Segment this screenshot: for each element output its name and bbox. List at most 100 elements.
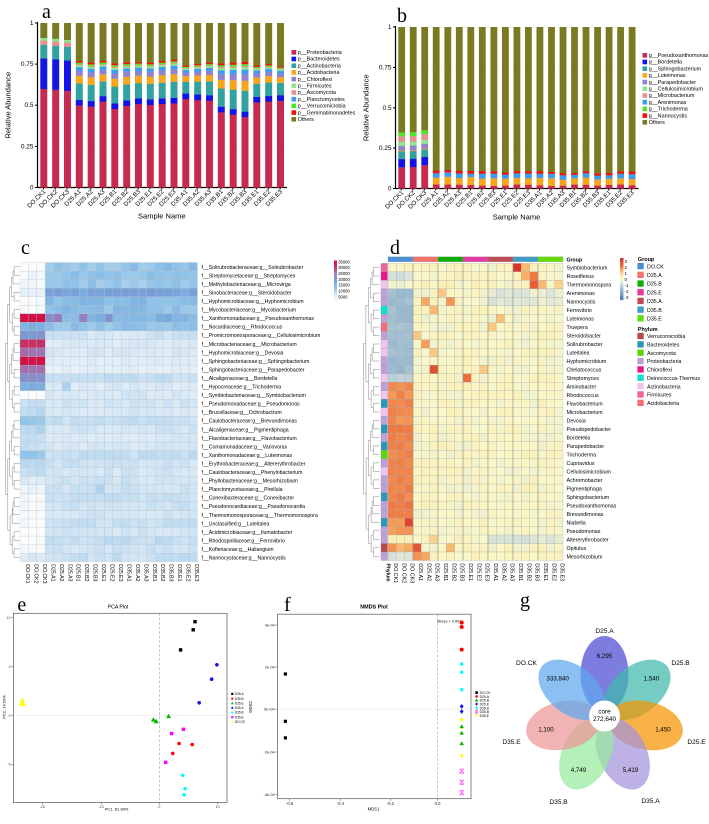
svg-text:D35.E: D35.E <box>502 739 521 746</box>
svg-text:10: 10 <box>216 805 220 809</box>
svg-text:272,640: 272,640 <box>593 716 617 723</box>
svg-text:333,840: 333,840 <box>546 676 569 683</box>
svg-text:p__Planctomycetes: p__Planctomycetes <box>298 97 345 103</box>
svg-text:f__Conexibacteraceae:g__Conexi: f__Conexibacteraceae:g__Conexibacter <box>202 496 295 502</box>
svg-text:f__Pseudonocardiaceae:g__Pseud: f__Pseudonocardiaceae:g__Pseudonocardia <box>202 504 306 510</box>
svg-text:-5: -5 <box>7 763 10 767</box>
svg-text:f__Comamonadaceae:g__Variovora: f__Comamonadaceae:g__Variovorax <box>202 444 288 450</box>
svg-text:10000: 10000 <box>338 288 350 293</box>
svg-text:D25.B: D25.B <box>647 282 662 288</box>
svg-text:D25.B2: D25.B2 <box>450 563 456 581</box>
svg-text:Trichoderma: Trichoderma <box>567 453 597 459</box>
svg-text:0e+00: 0e+00 <box>264 707 276 712</box>
svg-text:D25.E2: D25.E2 <box>475 563 481 581</box>
svg-text:D25.B1: D25.B1 <box>442 563 448 581</box>
svg-text:D25.E3: D25.E3 <box>484 563 490 581</box>
svg-text:D35.E: D35.E <box>480 714 490 718</box>
svg-text:PC2, 14.59%: PC2, 14.59% <box>2 695 7 719</box>
svg-text:Solirubrobacter: Solirubrobacter <box>567 342 603 348</box>
svg-text:DO.CK: DO.CK <box>647 264 664 270</box>
svg-text:-0.6: -0.6 <box>286 801 294 806</box>
svg-text:Sample Name: Sample Name <box>493 213 541 222</box>
svg-text:Pseudoxanthomonas: Pseudoxanthomonas <box>567 503 617 509</box>
svg-text:-2: -2 <box>625 289 629 294</box>
svg-text:Stress < 0.001: Stress < 0.001 <box>437 620 462 624</box>
svg-text:f__Caulobacteraceae:g__Phenylo: f__Caulobacteraceae:g__Phenylobacterium <box>202 470 303 476</box>
svg-text:DO.CK: DO.CK <box>235 720 246 724</box>
svg-text:g__Bordetella: g__Bordetella <box>649 60 682 66</box>
svg-text:DO.CK: DO.CK <box>516 660 537 667</box>
svg-text:0.5: 0.5 <box>382 105 391 112</box>
svg-text:D25.A3: D25.A3 <box>66 564 72 581</box>
svg-text:DO.CK1: DO.CK1 <box>24 564 30 583</box>
svg-text:f__Nocardiaceae:g__Rhodococcus: f__Nocardiaceae:g__Rhodococcus <box>202 325 283 331</box>
svg-text:c: c <box>21 237 30 259</box>
svg-text:D25.A2: D25.A2 <box>58 564 64 581</box>
svg-text:D35.B2: D35.B2 <box>159 564 165 581</box>
svg-text:g__Sphingobacterium: g__Sphingobacterium <box>649 66 702 72</box>
svg-text:Symbiobacterium: Symbiobacterium <box>567 266 609 272</box>
svg-text:D25.B3: D25.B3 <box>459 563 465 581</box>
svg-text:g__Parapedobacter: g__Parapedobacter <box>649 80 697 86</box>
svg-text:D25.A: D25.A <box>647 273 662 279</box>
svg-text:Brevundimonas: Brevundimonas <box>567 512 604 518</box>
svg-text:25000: 25000 <box>338 271 350 276</box>
svg-text:Cellulosimicrobium: Cellulosimicrobium <box>567 469 612 475</box>
svg-text:f__Unclassified:g__Luteitalea: f__Unclassified:g__Luteitalea <box>202 521 270 527</box>
svg-text:p__Chloroflexi: p__Chloroflexi <box>298 77 332 83</box>
svg-text:f__Flavobacteriaceae:g__Flavob: f__Flavobacteriaceae:g__Flavobacterium <box>202 436 297 442</box>
svg-text:Niabella: Niabella <box>567 520 586 526</box>
svg-text:D35.A: D35.A <box>641 798 660 805</box>
svg-text:Phylum: Phylum <box>384 564 390 583</box>
svg-text:Proteobacteria: Proteobacteria <box>647 359 682 365</box>
svg-text:f__Mycobacteriaceae:g__Mycobac: f__Mycobacteriaceae:g__Mycobacterium <box>202 308 297 314</box>
svg-text:f__Alcaligenaceae:g__Pigmentip: f__Alcaligenaceae:g__Pigmentiphaga <box>202 427 289 433</box>
svg-text:D25.E: D25.E <box>687 739 706 746</box>
svg-text:f__Caulobacteraceae:g__Brevund: f__Caulobacteraceae:g__Brevundimonas <box>202 419 298 425</box>
svg-text:Ascomycota: Ascomycota <box>647 351 676 357</box>
svg-text:DO.CK3: DO.CK3 <box>409 563 415 583</box>
svg-text:g__Pseudoxanthomonas: g__Pseudoxanthomonas <box>649 53 709 59</box>
svg-text:D35.E1: D35.E1 <box>542 563 548 581</box>
svg-text:p__Ascomycota: p__Ascomycota <box>298 90 336 96</box>
svg-text:p__Bacteroidetes: p__Bacteroidetes <box>298 57 340 63</box>
svg-text:D25.A1: D25.A1 <box>417 563 423 581</box>
svg-text:Deinococcus-Thermus: Deinococcus-Thermus <box>647 376 700 382</box>
svg-text:D35.B1: D35.B1 <box>517 563 523 581</box>
svg-text:5: 5 <box>9 665 11 669</box>
svg-text:f__Pseudomonadaceae:g__Pseudom: f__Pseudomonadaceae:g__Pseudomonas <box>202 402 300 408</box>
svg-text:Relative Abundance: Relative Abundance <box>4 72 13 139</box>
svg-text:1,100: 1,100 <box>538 726 554 733</box>
svg-text:f__Brucellaceae:g__Ochrobactru: f__Brucellaceae:g__Ochrobactrum <box>202 410 282 416</box>
svg-text:1: 1 <box>30 20 34 27</box>
svg-text:1,450: 1,450 <box>655 726 671 733</box>
svg-text:Devosia: Devosia <box>567 419 586 425</box>
svg-text:f__Planctomycetaceae:g__Pirell: f__Planctomycetaceae:g__Pirellula <box>202 487 283 493</box>
svg-text:g__Arenimonas: g__Arenimonas <box>649 100 687 106</box>
svg-text:Pseudopedobacter: Pseudopedobacter <box>567 427 612 433</box>
svg-text:Acidobacteria: Acidobacteria <box>647 401 679 407</box>
svg-text:15000: 15000 <box>338 283 350 288</box>
svg-text:Pigmentiphaga: Pigmentiphaga <box>567 486 602 492</box>
svg-text:D35.B: D35.B <box>647 308 662 314</box>
svg-text:30000: 30000 <box>338 265 350 270</box>
svg-text:e: e <box>17 594 26 616</box>
svg-text:5000: 5000 <box>338 294 348 299</box>
svg-text:D35.B: D35.B <box>235 697 244 701</box>
svg-text:f__Hyphomicrobiaceae:g__Devosi: f__Hyphomicrobiaceae:g__Devosia <box>202 350 284 356</box>
svg-text:D35.B3: D35.B3 <box>534 563 540 581</box>
svg-text:D35.B: D35.B <box>235 711 244 715</box>
svg-text:D35.A2: D35.A2 <box>134 564 140 581</box>
svg-text:f__Phyllobacteriaceae:g__Mesor: f__Phyllobacteriaceae:g__Mesorhizobium <box>202 479 298 485</box>
svg-text:Streptomyces: Streptomyces <box>567 376 600 382</box>
svg-text:a: a <box>42 1 51 23</box>
svg-text:Ferrovibrio: Ferrovibrio <box>567 308 592 314</box>
svg-text:1: 1 <box>625 271 628 276</box>
svg-text:-20: -20 <box>40 805 45 809</box>
svg-text:D35.A1: D35.A1 <box>492 563 498 581</box>
svg-text:Rhodococcus: Rhodococcus <box>567 393 599 399</box>
svg-text:D35.B2: D35.B2 <box>525 563 531 581</box>
svg-text:20000: 20000 <box>338 277 350 282</box>
svg-text:g: g <box>520 590 530 612</box>
svg-text:5,419: 5,419 <box>623 767 639 774</box>
